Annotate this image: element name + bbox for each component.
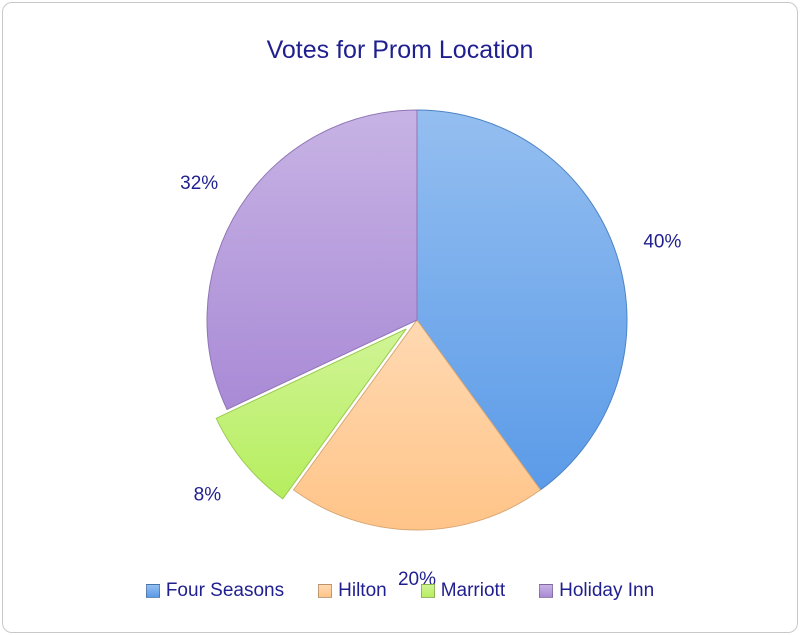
legend-swatch-marriott — [420, 584, 435, 598]
chart-legend: Four Seasons Hilton Marriott Holiday Inn — [0, 580, 800, 602]
data-label-four-seasons: 40% — [643, 231, 681, 252]
legend-swatch-four-seasons — [145, 584, 160, 598]
pie-slice-marriott — [215, 328, 407, 500]
legend-swatch-holiday-inn — [539, 584, 554, 598]
legend-swatch-hilton — [318, 584, 333, 598]
legend-label-four-seasons: Four Seasons — [165, 580, 285, 601]
pie-slice-four-seasons — [416, 109, 628, 491]
pie-slice-holiday-inn — [206, 109, 418, 411]
chart-title: Votes for Prom Location — [266, 36, 534, 64]
data-label-marriott: 8% — [194, 484, 222, 505]
legend-label-hilton: Hilton — [338, 580, 387, 601]
legend-label-holiday-inn: Holiday Inn — [559, 580, 655, 601]
legend-item-holiday-inn: Holiday Inn — [539, 580, 654, 602]
legend-item-four-seasons: Four Seasons — [145, 580, 285, 602]
data-label-holiday-inn: 32% — [180, 173, 218, 194]
legend-item-hilton: Hilton — [318, 580, 387, 602]
legend-label-marriott: Marriott — [440, 580, 506, 601]
legend-item-marriott: Marriott — [420, 580, 506, 602]
pie-slice-hilton — [292, 319, 542, 531]
